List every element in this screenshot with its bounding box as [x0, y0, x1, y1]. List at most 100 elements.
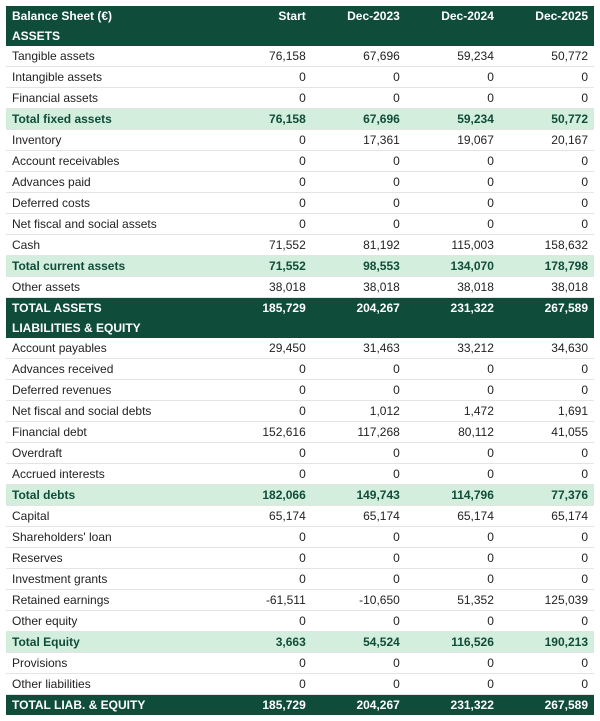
cell-value: 0: [218, 464, 312, 485]
cell-value: 0: [312, 464, 406, 485]
row-label: Advances received: [6, 359, 218, 380]
table-row: Cash71,55281,192115,003158,632: [6, 235, 594, 256]
table-row: TOTAL LIAB. & EQUITY185,729204,267231,32…: [6, 695, 594, 716]
cell-value: 29,450: [218, 338, 312, 359]
cell-value: 117,268: [312, 422, 406, 443]
row-label: Provisions: [6, 653, 218, 674]
row-label: Net fiscal and social assets: [6, 214, 218, 235]
table-row: Total current assets71,55298,553134,0701…: [6, 256, 594, 277]
cell-value: 0: [500, 527, 594, 548]
cell-value: 0: [500, 214, 594, 235]
cell-value: 0: [500, 359, 594, 380]
cell-value: 178,798: [500, 256, 594, 277]
table-row: Intangible assets0000: [6, 67, 594, 88]
table-row: Investment grants0000: [6, 569, 594, 590]
cell-value: 59,234: [406, 109, 500, 130]
cell-value: 0: [312, 548, 406, 569]
row-label: Retained earnings: [6, 590, 218, 611]
column-header: Dec-2024: [406, 6, 500, 26]
cell-value: 0: [218, 674, 312, 695]
table-row: Advances paid0000: [6, 172, 594, 193]
cell-value: 0: [218, 67, 312, 88]
table-row: Net fiscal and social debts01,0121,4721,…: [6, 401, 594, 422]
cell-value: 0: [406, 172, 500, 193]
cell-value: 41,055: [500, 422, 594, 443]
cell-value: 0: [312, 674, 406, 695]
cell-value: 125,039: [500, 590, 594, 611]
cell-value: 0: [500, 151, 594, 172]
cell-value: 0: [500, 611, 594, 632]
cell-value: 77,376: [500, 485, 594, 506]
cell-value: 50,772: [500, 46, 594, 67]
row-label: Total Equity: [6, 632, 218, 653]
row-label: Account receivables: [6, 151, 218, 172]
cell-value: 20,167: [500, 130, 594, 151]
row-label: Financial debt: [6, 422, 218, 443]
section-header: ASSETS: [6, 26, 594, 46]
table-row: Tangible assets76,15867,69659,23450,772: [6, 46, 594, 67]
table-row: Capital65,17465,17465,17465,174: [6, 506, 594, 527]
cell-value: 0: [312, 569, 406, 590]
table-row: Accrued interests0000: [6, 464, 594, 485]
cell-value: 0: [218, 401, 312, 422]
cell-value: 0: [218, 653, 312, 674]
cell-value: 0: [312, 193, 406, 214]
table-row: Total Equity3,66354,524116,526190,213: [6, 632, 594, 653]
row-label: Cash: [6, 235, 218, 256]
cell-value: 67,696: [312, 46, 406, 67]
cell-value: 0: [312, 653, 406, 674]
cell-value: 185,729: [218, 298, 312, 319]
table-row: Account payables29,45031,46333,21234,630: [6, 338, 594, 359]
cell-value: 0: [218, 359, 312, 380]
row-label: Financial assets: [6, 88, 218, 109]
cell-value: 17,361: [312, 130, 406, 151]
cell-value: 116,526: [406, 632, 500, 653]
column-header: Start: [218, 6, 312, 26]
row-label: Tangible assets: [6, 46, 218, 67]
table-row: Advances received0000: [6, 359, 594, 380]
cell-value: 0: [312, 527, 406, 548]
cell-value: 0: [406, 359, 500, 380]
row-label: Deferred revenues: [6, 380, 218, 401]
cell-value: 0: [218, 172, 312, 193]
cell-value: 0: [406, 464, 500, 485]
row-label: Account payables: [6, 338, 218, 359]
cell-value: 31,463: [312, 338, 406, 359]
cell-value: 0: [218, 193, 312, 214]
cell-value: 0: [500, 653, 594, 674]
cell-value: 0: [406, 611, 500, 632]
cell-value: 65,174: [312, 506, 406, 527]
row-label: Overdraft: [6, 443, 218, 464]
cell-value: 38,018: [218, 277, 312, 298]
cell-value: 267,589: [500, 695, 594, 716]
cell-value: 3,663: [218, 632, 312, 653]
cell-value: 0: [406, 548, 500, 569]
cell-value: 0: [406, 151, 500, 172]
cell-value: 0: [218, 443, 312, 464]
row-label: Net fiscal and social debts: [6, 401, 218, 422]
cell-value: 0: [312, 214, 406, 235]
table-row: Other equity0000: [6, 611, 594, 632]
cell-value: 59,234: [406, 46, 500, 67]
table-row: TOTAL ASSETS185,729204,267231,322267,589: [6, 298, 594, 319]
row-label: Accrued interests: [6, 464, 218, 485]
cell-value: -10,650: [312, 590, 406, 611]
row-label: Intangible assets: [6, 67, 218, 88]
cell-value: 19,067: [406, 130, 500, 151]
row-label: Total current assets: [6, 256, 218, 277]
cell-value: 67,696: [312, 109, 406, 130]
cell-value: 0: [218, 380, 312, 401]
cell-value: 0: [406, 67, 500, 88]
table-row: Other assets38,01838,01838,01838,018: [6, 277, 594, 298]
table-row: Inventory017,36119,06720,167: [6, 130, 594, 151]
cell-value: 0: [500, 569, 594, 590]
cell-value: 0: [406, 527, 500, 548]
cell-value: 0: [312, 380, 406, 401]
cell-value: 76,158: [218, 109, 312, 130]
table-row: Net fiscal and social assets0000: [6, 214, 594, 235]
cell-value: 231,322: [406, 695, 500, 716]
cell-value: 0: [312, 359, 406, 380]
cell-value: 1,472: [406, 401, 500, 422]
cell-value: 0: [312, 67, 406, 88]
row-label: Other assets: [6, 277, 218, 298]
